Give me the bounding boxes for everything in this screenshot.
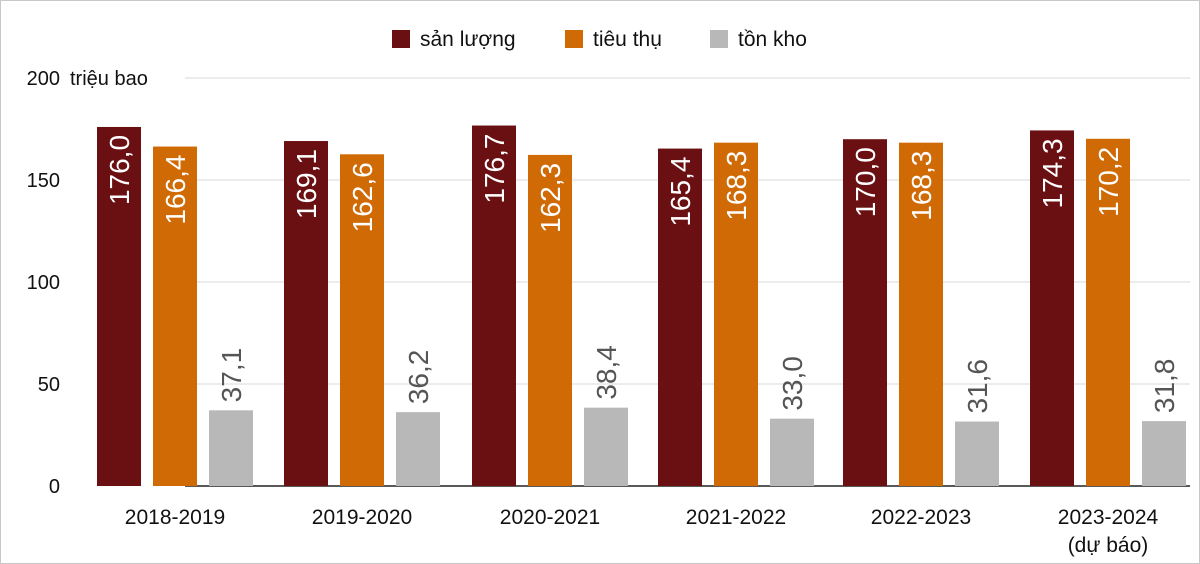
bar-value-label: 170,0 [850,147,881,217]
bar [1142,421,1186,486]
bar-value-label: 31,6 [962,359,993,414]
bar-value-label: 169,1 [291,149,322,219]
bar-value-label: 37,1 [216,348,247,403]
x-axis-categories: 2018-2019 2019-2020 2020-2021 2021-2022 2022… [125,506,1159,557]
y-axis-ticks: 0 50 100 150 200 [27,68,60,498]
x-category-label: 2022-2023 [871,506,971,529]
legend: sản lượng tiêu thụ tồn kho [392,28,807,51]
bar [528,154,572,486]
bar [1086,138,1130,487]
bar [209,410,253,486]
bar [340,154,384,486]
bar-value-label: 38,4 [591,345,622,400]
bar [284,141,328,486]
x-category-label: 2020-2021 [500,506,600,529]
bar-value-label: 31,8 [1149,359,1180,414]
bar [714,142,758,486]
bars: 176,0 166,4 37,1 169,1 162,6 36,2 176,7 162,3 38… [97,125,1186,487]
bar [843,139,887,486]
bar-value-label: 36,2 [403,350,434,405]
bar [955,421,999,486]
legend-label: tiêu thụ [593,28,662,51]
legend-swatch [392,30,410,48]
legend-swatch [565,30,583,48]
legend-swatch [710,30,728,48]
y-tick-label: 200 [27,68,60,90]
legend-label: sản lượng [420,28,516,51]
y-tick-label: 100 [27,272,60,294]
bar [899,142,943,486]
bar-value-label: 33,0 [777,356,808,411]
legend-label: tồn kho [738,28,807,51]
bar-value-label: 165,4 [665,157,696,227]
bar-value-label: 176,0 [104,135,135,205]
bar [396,412,440,486]
bar-value-label: 174,3 [1037,138,1068,208]
bar-value-label: 168,3 [721,151,752,221]
y-axis-label: triệu bao [70,68,148,90]
x-category-label: 2018-2019 [125,506,225,529]
bar [658,148,702,487]
bar [472,125,516,487]
bar [770,418,814,486]
x-category-label: 2023-2024 [1058,506,1159,529]
bar-value-label: 162,6 [347,162,378,232]
y-tick-label: 50 [38,374,60,396]
bar-value-label: 170,2 [1093,147,1124,217]
bar [1030,130,1074,487]
x-category-label: 2021-2022 [686,506,786,529]
bar [584,407,628,486]
bar-value-label: 176,7 [479,134,510,204]
bar-value-label: 162,3 [535,163,566,233]
bar-value-label: 166,4 [160,155,191,225]
bar [97,126,141,487]
y-tick-label: 150 [27,170,60,192]
bar [153,146,197,486]
bar-value-label: 168,3 [906,151,937,221]
y-tick-label: 0 [49,476,60,498]
x-category-label: (dự báo) [1068,534,1149,557]
x-category-label: 2019-2020 [312,506,412,529]
